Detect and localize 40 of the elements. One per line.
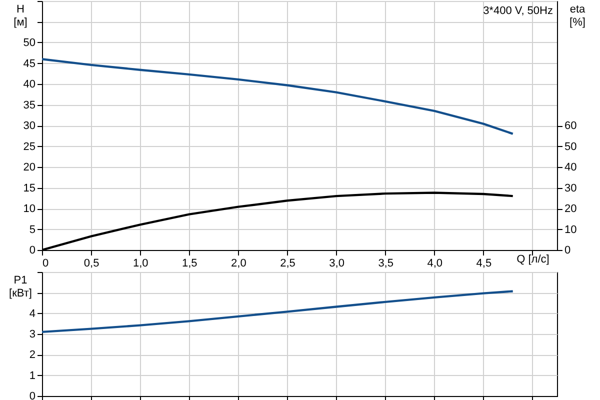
line-series <box>42 58 514 135</box>
y-axis-title: H [м] <box>14 4 28 28</box>
x-tick-label: 2,0 <box>231 258 246 270</box>
y-tick-label: 1 <box>29 370 36 382</box>
y2-tick-label: 30 <box>564 182 577 194</box>
y2-tick-label: 40 <box>564 162 577 174</box>
y-tick-label: 10 <box>23 203 36 215</box>
y2-tick-label: 50 <box>564 140 577 153</box>
y2-axis-title: eta [%] <box>570 4 586 28</box>
y-tick-label: 5 <box>29 224 36 236</box>
x-axis-title: Q [л/с] <box>516 254 550 266</box>
y-tick-label: 2 <box>29 349 36 362</box>
y-tick-label: 0 <box>29 390 36 400</box>
y-tick-label: 15 <box>23 182 36 194</box>
x-tick-label: 4,0 <box>427 258 443 270</box>
x-tick-label: 3,5 <box>378 258 394 270</box>
y-tick-label: 35 <box>23 99 36 112</box>
y-tick-label: 25 <box>23 140 36 153</box>
y-tick-label: 4 <box>29 308 36 320</box>
y-tick-label: 3 <box>29 328 36 340</box>
annotation: 3*400 V, 50Hz <box>483 5 553 17</box>
y-tick-label: 45 <box>23 58 36 70</box>
y2-tick-label: 0 <box>564 244 571 256</box>
y-tick-label: 40 <box>23 78 36 90</box>
x-tick-label: 4,5 <box>476 258 492 270</box>
y-tick-label: 0 <box>29 244 36 256</box>
y2-tick-label: 60 <box>564 120 577 132</box>
line-series <box>42 290 514 334</box>
x-tick-label: 3,0 <box>329 258 344 270</box>
x-tick-label: 2,5 <box>280 258 296 270</box>
x-tick-label: 1,0 <box>132 258 148 270</box>
y2-tick-label: 20 <box>564 203 577 215</box>
y-tick-label: 30 <box>23 120 36 132</box>
x-tick-label: 0 <box>42 258 49 270</box>
y-tick-label: 50 <box>23 37 36 49</box>
x-tick-label: 1,5 <box>182 258 198 270</box>
y-tick-label: 20 <box>23 162 36 174</box>
y2-tick-label: 10 <box>564 224 577 236</box>
y-axis-title: P1 [кВт] <box>9 274 32 300</box>
x-tick-label: 0,5 <box>84 258 100 270</box>
